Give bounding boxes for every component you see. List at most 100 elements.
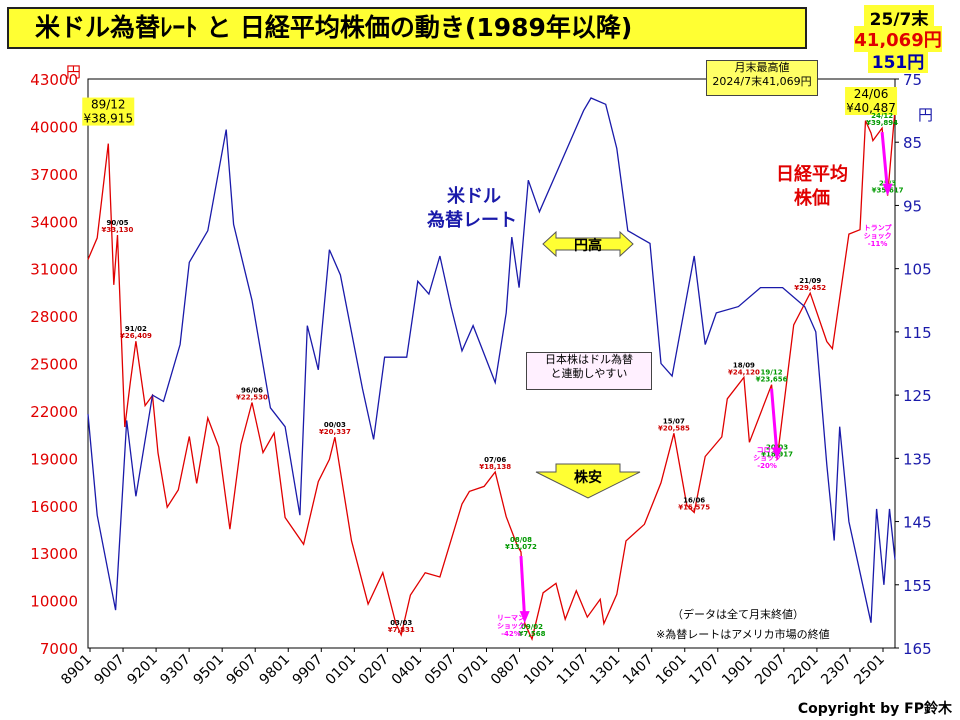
x-tick-label: 1901 [719, 652, 756, 689]
y-left-tick-label: 31000 [30, 261, 78, 279]
x-tick-label: 0207 [356, 652, 393, 689]
annotation-value: ¥15,575 [678, 503, 710, 511]
shock-arrow-head [882, 183, 893, 196]
latest-nikkei-value: 41,069円 [854, 26, 942, 52]
y-right-tick-label: 105 [903, 261, 932, 279]
annotation-date: 89/12 [91, 98, 126, 112]
yen-high-label: 円高 [574, 237, 602, 254]
shock-arrow [770, 388, 779, 456]
annotation-date: 90/05 [106, 219, 128, 227]
shock-label: -42% [501, 630, 521, 638]
y-right-tick-label: 145 [903, 514, 932, 532]
x-tick-label: 0507 [422, 652, 459, 689]
x-tick-label: 1707 [686, 652, 723, 689]
annotation-value: ¥13,072 [505, 543, 537, 551]
annotation-date: 00/03 [324, 421, 346, 429]
record-high-value: 2024/7末41,069円 [712, 75, 812, 88]
x-tick-label: 0401 [389, 652, 426, 689]
annotation-date: 19/12 [761, 369, 783, 377]
x-tick-label: 9201 [124, 652, 161, 689]
annotation-value: ¥38,915 [83, 112, 133, 126]
y-left-tick-label: 10000 [30, 593, 78, 611]
shock-label: トランプ [864, 223, 893, 232]
shock-arrow-head [772, 447, 783, 460]
correlation-note-line: と連動しやすい [550, 367, 628, 380]
y-left-tick-label: 43000 [30, 71, 78, 89]
y-right-tick-label: 115 [903, 324, 932, 342]
x-tick-label: 0101 [323, 652, 360, 689]
x-tick-label: 1001 [521, 652, 558, 689]
x-tick-label: 1601 [653, 652, 690, 689]
annotation-value: ¥40,487 [846, 101, 896, 115]
shock-label: -11% [868, 240, 888, 248]
annotation-value: ¥20,585 [658, 424, 690, 432]
annotation-value: ¥26,409 [120, 332, 152, 340]
nikkei-series-label: 日経平均 [776, 163, 848, 185]
shock-label: ショック [497, 621, 525, 630]
usd-series-label: 米ドル [447, 185, 501, 207]
annotation-date: 07/06 [484, 456, 506, 464]
y-right-tick-label: 85 [903, 134, 922, 152]
x-tick-label: 1407 [620, 652, 657, 689]
shock-label: ショック [753, 453, 781, 462]
nikkei-series-label: 株価 [794, 187, 830, 209]
annotation-value: ¥24,120 [728, 368, 760, 376]
annotation-value: ¥20,337 [319, 428, 351, 436]
y-left-tick-label: 34000 [30, 213, 78, 231]
stock-low-arrow [535, 463, 641, 499]
annotation-date: 96/06 [241, 387, 263, 395]
usd-series-label: 為替レート [427, 209, 517, 231]
x-tick-label: 2307 [818, 652, 855, 689]
y-left-tick-label: 25000 [30, 356, 78, 374]
shock-label: コロナ [757, 446, 778, 454]
annotation-date: 18/09 [733, 361, 755, 369]
annotation-date: 91/02 [125, 325, 147, 333]
annotation-value: ¥39,894 [866, 119, 898, 127]
stock-low-label: 株安 [574, 469, 602, 486]
x-tick-label: 9501 [190, 652, 227, 689]
x-tick-label: 0807 [488, 652, 525, 689]
annotation-date: 03/03 [390, 619, 412, 627]
x-tick-label: 1107 [554, 652, 591, 689]
y-right-tick-label: 95 [903, 197, 922, 215]
y-left-tick-label: 22000 [30, 403, 78, 421]
annotation-value: ¥18,138 [479, 463, 511, 471]
shock-label: ショック [864, 231, 892, 240]
y-right-tick-label: 165 [903, 640, 932, 658]
annotation-value: ¥7,568 [519, 630, 546, 638]
plot-area [87, 78, 896, 649]
y-right-tick-label: 125 [903, 387, 932, 405]
shock-label: リーマン [497, 614, 525, 622]
x-tick-label: 9607 [224, 652, 261, 689]
x-tick-label: 9307 [157, 652, 194, 689]
annotation-value: ¥7,831 [388, 626, 415, 634]
shock-arrow [880, 131, 890, 192]
y-left-tick-label: 7000 [40, 640, 78, 658]
y-left-tick-label: 16000 [30, 498, 78, 516]
y-right-unit: 円 [918, 106, 933, 124]
y-left-unit: 円 [66, 63, 81, 81]
annotation-date: 21/09 [799, 277, 821, 285]
y-left-tick-label: 19000 [30, 450, 78, 468]
annotation-date: 08/08 [510, 536, 532, 544]
x-tick-label: 2007 [752, 652, 789, 689]
shock-arrow [519, 555, 527, 620]
annotation-date: 24/12 [871, 112, 893, 120]
footnote-month-end: （データは全て月末終値） [672, 608, 804, 621]
y-right-tick-label: 155 [903, 577, 932, 595]
annotation-date: 15/07 [663, 417, 685, 425]
annotation-date: 24/06 [854, 87, 889, 101]
x-tick-label: 2201 [785, 652, 822, 689]
usd-rate-line [87, 97, 896, 623]
correlation-note-line: 日本株はドル為替 [545, 353, 633, 366]
annotation-date: 09/02 [521, 623, 543, 631]
footnote-fx-close: ※為替レートはアメリカ市場の終値 [656, 628, 830, 641]
x-tick-label: 2501 [851, 652, 888, 689]
annotation-value: ¥23,656 [756, 376, 788, 384]
x-tick-label: 9007 [91, 652, 128, 689]
yen-high-arrow [542, 230, 634, 258]
annotation-value: ¥33,130 [102, 226, 134, 234]
y-right-tick-label: 75 [903, 71, 922, 89]
record-high-title: 月末最高値 [734, 61, 790, 74]
